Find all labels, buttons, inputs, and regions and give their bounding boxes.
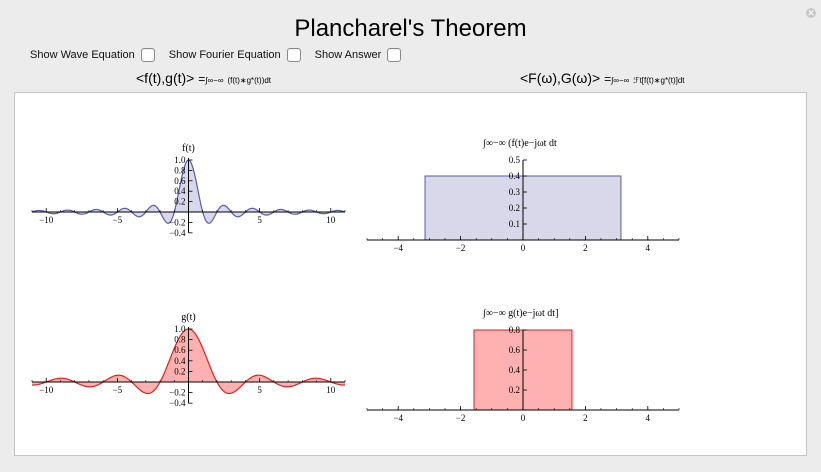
y-tick-label: 0.4 xyxy=(509,365,521,375)
formula-left-integral: ∫∞−∞ xyxy=(205,76,224,85)
chart-1: −10 −5 5 10 1.00.80.60.40.2 −0.2−0.4 f(t) xyxy=(31,143,346,238)
controls-bar: Show Wave Equation Show Fourier Equation… xyxy=(30,48,415,62)
x-tick-label: 0 xyxy=(521,243,526,253)
x-tick-label: −5 xyxy=(113,215,123,225)
x-tick-label: 2 xyxy=(583,413,588,423)
y-tick-label: −0.2 xyxy=(169,217,185,227)
x-tick-label: 4 xyxy=(646,413,651,423)
y-tick-label: 0.8 xyxy=(174,335,186,345)
chart-title: g(t) xyxy=(181,312,195,323)
y-tick-label: 0.6 xyxy=(174,345,186,355)
y-tick-label: −0.4 xyxy=(169,398,186,408)
y-tick-label: 0.2 xyxy=(509,385,520,395)
formula-left-eq: = xyxy=(198,72,206,86)
y-tick-label: 0.4 xyxy=(509,171,521,181)
plot-panel: −10 −5 5 10 1.0 0.8 0.6 0.4 0.2 −0.2 −0.4 f(t) −4 −2 0… xyxy=(14,92,807,456)
inner-product-frequency-formula: <F(ω),G(ω)> =∫∞−∞ ℱt[f(t)∗g*(t)]dt xyxy=(520,70,685,86)
formula-right-eq: = xyxy=(604,72,612,86)
chart-title: f(t) xyxy=(182,143,195,154)
page-title: Plancharel's Theorem xyxy=(294,15,527,42)
show-fourier-equation-checkbox[interactable] xyxy=(286,48,301,62)
y-tick-label: 0.3 xyxy=(509,187,521,197)
x-tick-label: −10 xyxy=(39,385,54,395)
show-answer-checkbox[interactable] xyxy=(387,48,402,62)
y-tick-label: 0.6 xyxy=(509,345,521,355)
y-tick-label: 0.8 xyxy=(509,325,521,335)
y-tick-label: −0.2 xyxy=(169,388,185,398)
y-tick-label: 1.0 xyxy=(174,324,186,334)
x-tick-label: −2 xyxy=(456,243,466,253)
x-tick-label: 5 xyxy=(257,385,262,395)
x-tick-label: 10 xyxy=(326,385,336,395)
y-tick-label: 0.8 xyxy=(174,165,186,175)
x-tick-label: −10 xyxy=(39,215,54,225)
x-tick-label: 0 xyxy=(521,413,526,423)
plots-svg: −10 −5 5 101.00.80.60.40.2−0.2−0.4f(t)−4 −2 0… xyxy=(31,138,680,423)
show-fourier-equation-label: Show Fourier Equation xyxy=(168,49,281,61)
chart-title: ∫∞−∞ (f(t)e−jωt dt xyxy=(482,138,557,149)
chart-3: −10 −5 5 10 1.00.80.60.40.2 −0.2−0.4 g(t) xyxy=(31,312,346,408)
x-tick-label: −2 xyxy=(456,413,466,423)
chart-2: −4 −2 0 2 4 0.5 0.4 0.3 0.2 0.1 ∫∞−∞ (f(t)e−jωt dt xyxy=(366,138,680,253)
y-tick-label: 1.0 xyxy=(174,155,186,165)
formula-right-integral: ∫∞−∞ xyxy=(611,76,630,85)
y-tick-label: 0.5 xyxy=(509,155,521,165)
x-tick-label: 5 xyxy=(257,215,262,225)
formula-right-lhs: <F(ω),G(ω)> xyxy=(520,70,601,86)
x-tick-label: 4 xyxy=(646,243,651,253)
x-tick-label: −4 xyxy=(393,243,403,253)
x-tick-label: 2 xyxy=(583,243,588,253)
y-tick-label: 0.6 xyxy=(174,176,186,186)
show-answer-label: Show Answer xyxy=(314,49,382,61)
formula-left-rhs: (f(t)∗g*(t))dt xyxy=(227,76,272,85)
formula-right-rhs: ℱt[f(t)∗g*(t)]dt xyxy=(633,76,685,85)
y-tick-label: 0.2 xyxy=(509,203,520,213)
chart-4: −4 −2 0 2 4 0.8 0.6 0.4 0.2 ∫∞−∞ g(t)e−jωt dt] xyxy=(366,308,680,423)
close-icon[interactable]: ✕ xyxy=(806,8,816,18)
y-tick-label: 0.4 xyxy=(174,186,186,196)
y-tick-label: 0.2 xyxy=(174,197,185,207)
x-tick-label: 10 xyxy=(326,215,336,225)
y-tick-label: 0.1 xyxy=(509,219,520,229)
show-wave-equation-checkbox[interactable] xyxy=(140,48,155,62)
y-tick-label: 0.4 xyxy=(174,356,186,366)
y-tick-label: −0.4 xyxy=(169,228,186,238)
y-tick-label: 0.2 xyxy=(174,366,185,376)
show-wave-equation-label: Show Wave Equation xyxy=(30,49,135,61)
formula-left-lhs: <f(t),g(t)> xyxy=(136,70,195,86)
x-tick-label: −5 xyxy=(113,385,123,395)
x-tick-label: −4 xyxy=(393,413,403,423)
chart-title: ∫∞−∞ g(t)e−jωt dt] xyxy=(482,308,558,319)
inner-product-time-formula: <f(t),g(t)> =∫∞−∞ (f(t)∗g*(t))dt xyxy=(136,70,271,86)
